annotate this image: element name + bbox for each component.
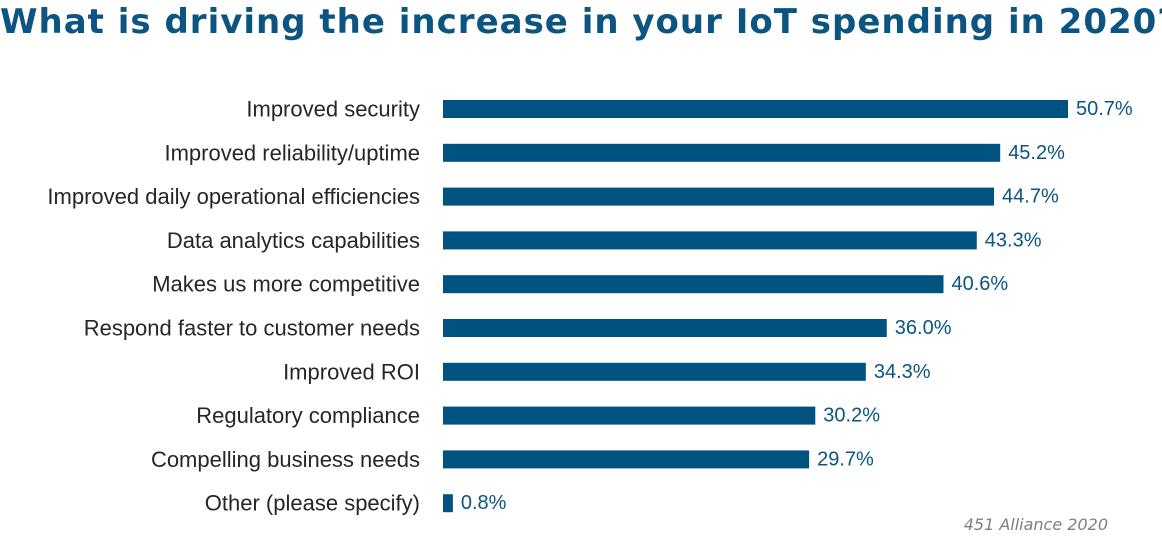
bar — [443, 406, 816, 425]
value-label: 0.8% — [461, 492, 507, 514]
value-label: 44.7% — [1002, 186, 1059, 208]
value-label: 29.7% — [817, 448, 874, 470]
bar — [443, 100, 1068, 118]
value-labels: 50.7% 45.2% 44.7% 43.3% 40.6% 36.0% 34.3% 30.2%… — [461, 98, 1133, 514]
category-label: Regulatory compliance — [196, 403, 420, 428]
bar — [443, 319, 887, 337]
category-label: Other (please specify) — [205, 491, 420, 516]
value-label: 30.2% — [823, 405, 880, 427]
category-label: Makes us more competitive — [152, 272, 420, 297]
bar — [443, 275, 944, 294]
value-label: 43.3% — [985, 229, 1042, 251]
category-label: Improved reliability/uptime — [164, 140, 420, 165]
chart-title: What is driving the increase in your IoT… — [0, 2, 1162, 42]
value-label: 45.2% — [1008, 142, 1065, 164]
value-label: 36.0% — [895, 317, 952, 339]
category-label: Improved security — [246, 97, 420, 122]
category-label: Data analytics capabilities — [167, 228, 420, 253]
bar — [443, 143, 1001, 162]
bars — [443, 100, 1068, 513]
value-label: 50.7% — [1076, 98, 1133, 120]
bar — [443, 494, 453, 513]
value-label: 40.6% — [951, 273, 1008, 295]
bar — [443, 362, 866, 381]
value-label: 34.3% — [874, 361, 931, 383]
category-label: Improved daily operational efficiencies — [47, 184, 420, 209]
category-label: Respond faster to customer needs — [84, 316, 420, 341]
bar — [443, 231, 977, 250]
category-label: Compelling business needs — [151, 447, 420, 472]
bar — [443, 450, 810, 469]
category-label: Improved ROI — [283, 359, 420, 384]
category-labels: Improved security Improved reliability/up… — [47, 97, 420, 516]
bar — [443, 187, 995, 206]
source-note: 451 Alliance 2020 — [963, 515, 1108, 534]
